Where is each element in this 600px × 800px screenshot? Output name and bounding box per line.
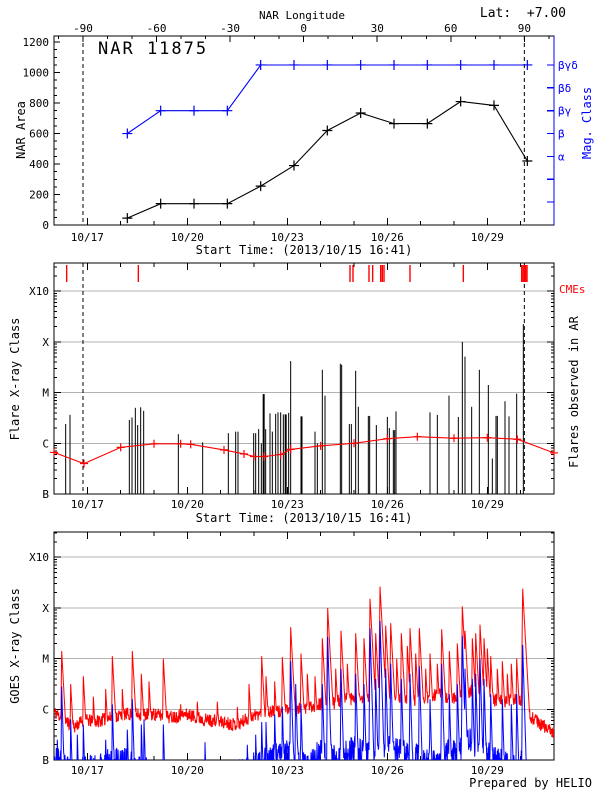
svg-text:200: 200 (29, 189, 49, 202)
magnetic-class-series (122, 59, 533, 139)
svg-text:10/29: 10/29 (471, 231, 504, 244)
svg-text:10/26: 10/26 (371, 498, 404, 511)
svg-text:90: 90 (518, 22, 531, 35)
svg-text:800: 800 (29, 97, 49, 110)
svg-text:10/17: 10/17 (71, 231, 104, 244)
svg-text:0: 0 (42, 219, 49, 232)
svg-text:10/17: 10/17 (71, 498, 104, 511)
svg-text:10/23: 10/23 (271, 498, 304, 511)
svg-text:X10: X10 (29, 285, 49, 298)
longitude-axis-title: NAR Longitude (258, 9, 346, 22)
goes-long-1-8A-series (54, 586, 554, 738)
svg-text:600: 600 (29, 128, 49, 141)
svg-text:10/20: 10/20 (171, 764, 204, 777)
svg-text:400: 400 (29, 158, 49, 171)
svg-text:10/29: 10/29 (471, 498, 504, 511)
svg-text:X10: X10 (29, 551, 49, 564)
svg-text:X: X (42, 336, 49, 349)
svg-text:10/23: 10/23 (271, 764, 304, 777)
top-panel-plot: 10/17 10/20 10/23 10/26 10/29020040060080010… (23, 22, 578, 244)
flare-event-bars (65, 324, 524, 494)
svg-text:1200: 1200 (23, 36, 50, 49)
svg-text:α: α (558, 150, 565, 163)
svg-text:10/20: 10/20 (171, 231, 204, 244)
svg-text:-90: -90 (73, 22, 93, 35)
svg-text:10/26: 10/26 (371, 231, 404, 244)
goes-short-05-4A-series (54, 620, 527, 760)
cme-tick-marks (65, 265, 528, 282)
flare-y-axis-label: Flare X-ray Class (8, 317, 22, 441)
mag-class-axis-label: Mag. Class (580, 86, 594, 160)
svg-text:1000: 1000 (23, 67, 50, 80)
svg-text:10/26: 10/26 (371, 764, 404, 777)
flare-background-series (50, 432, 558, 468)
top-y-axis-label: NAR Area (14, 101, 28, 159)
svg-text:10/29: 10/29 (471, 764, 504, 777)
svg-text:-60: -60 (147, 22, 167, 35)
cme-label: CMEs (559, 283, 586, 296)
svg-text:0: 0 (300, 22, 307, 35)
credit-text: Prepared by HELIO (469, 776, 592, 790)
svg-text:M: M (42, 653, 49, 666)
svg-text:10/17: 10/17 (71, 764, 104, 777)
svg-text:B: B (42, 488, 49, 501)
svg-text:-30: -30 (220, 22, 240, 35)
middle-x-axis-label: Start Time: (2013/10/15 16:41) (195, 511, 413, 525)
svg-text:M: M (42, 387, 49, 400)
svg-text:C: C (42, 703, 49, 716)
svg-text:βδ: βδ (558, 82, 571, 95)
region-title: NAR 11875 (98, 39, 209, 59)
goes-panel-plot: B C M X X10 10/17 10/20 10/23 10/26 10/29 (29, 531, 555, 777)
svg-text:C: C (42, 437, 49, 450)
svg-text:B: B (42, 754, 49, 767)
svg-text:βγδ: βγδ (558, 59, 578, 72)
goes-y-axis-label: GOES X-ray Class (8, 588, 22, 704)
svg-text:βγ: βγ (558, 105, 572, 118)
flares-observed-label: Flares observed in AR (567, 316, 581, 468)
svg-text:β: β (558, 128, 565, 141)
svg-text:10/23: 10/23 (271, 231, 304, 244)
svg-text:60: 60 (444, 22, 457, 35)
svg-text:10/20: 10/20 (171, 498, 204, 511)
top-x-axis-label: Start Time: (2013/10/15 16:41) (195, 243, 413, 257)
latitude-annotation: Lat: +7.00 (479, 6, 566, 21)
svg-text:30: 30 (371, 22, 384, 35)
nar-area-series (122, 96, 533, 224)
flare-panel-plot: B C M X X10 10/17 10/20 10/23 10/26 10/29 (29, 262, 555, 511)
svg-text:X: X (42, 602, 49, 615)
